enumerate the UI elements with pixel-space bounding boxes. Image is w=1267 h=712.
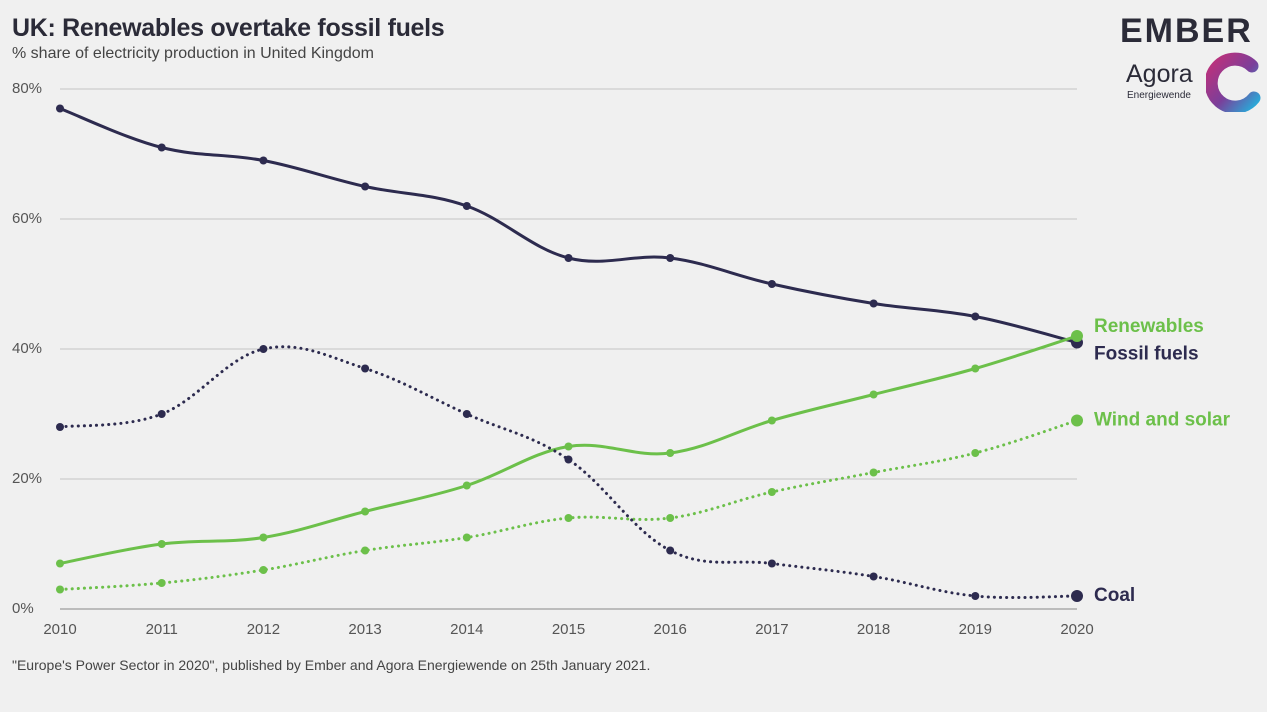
y-tick-label: 60% <box>12 210 42 227</box>
data-point-wind-and-solar <box>462 533 471 542</box>
x-tick-label: 2020 <box>1060 621 1093 638</box>
data-point-coal <box>869 572 878 581</box>
data-point-wind-and-solar <box>666 514 675 522</box>
data-point-wind-and-solar <box>971 449 980 457</box>
data-point-renewables <box>971 364 980 373</box>
x-tick-label: 2017 <box>755 621 788 638</box>
data-point-renewables <box>259 533 268 542</box>
x-tick-label: 2011 <box>146 621 178 638</box>
data-point-fossil-fuels <box>361 182 370 191</box>
data-point-coal <box>767 559 776 568</box>
series-line-coal <box>58 345 1079 600</box>
data-point-wind-and-solar <box>259 566 268 574</box>
data-point-fossil-fuels <box>157 143 166 152</box>
data-point-renewables <box>666 449 675 457</box>
source-note: "Europe's Power Sector in 2020", publish… <box>12 657 651 673</box>
data-point-coal <box>971 592 980 600</box>
data-point-coal <box>259 345 268 353</box>
data-point-coal <box>666 546 675 555</box>
agora-logo-text: Agora <box>1126 60 1193 88</box>
data-point-wind-and-solar <box>869 468 878 477</box>
series-line-fossil-fuels <box>58 107 1079 344</box>
data-point-renewables <box>564 442 573 451</box>
data-point-wind-and-solar <box>767 488 776 496</box>
data-point-coal <box>157 410 166 418</box>
data-point-fossil-fuels <box>259 156 268 165</box>
data-point-wind-and-solar <box>1071 414 1083 427</box>
y-tick-label: 0% <box>12 600 34 617</box>
agora-swirl-icon <box>1206 52 1261 112</box>
data-point-renewables <box>767 416 776 425</box>
data-point-renewables <box>361 507 370 516</box>
data-point-fossil-fuels <box>971 312 980 321</box>
y-tick-label: 20% <box>12 470 42 487</box>
data-point-coal <box>56 423 64 431</box>
data-point-renewables <box>56 559 64 568</box>
data-point-fossil-fuels <box>462 202 471 210</box>
data-point-wind-and-solar <box>361 546 370 555</box>
data-point-fossil-fuels <box>869 299 878 308</box>
x-tick-label: 2016 <box>654 621 687 638</box>
series-label-fossil-fuels: Fossil fuels <box>1094 344 1199 365</box>
data-point-fossil-fuels <box>767 280 776 288</box>
data-point-fossil-fuels <box>56 104 64 113</box>
y-tick-label: 40% <box>12 340 42 357</box>
data-point-wind-and-solar <box>564 514 573 522</box>
data-point-coal <box>462 410 471 418</box>
ember-logo: EMBER <box>1120 12 1253 50</box>
series-label-wind-and-solar: Wind and solar <box>1094 410 1231 431</box>
agora-logo-subtext: Energiewende <box>1127 90 1191 101</box>
data-point-renewables <box>869 390 878 399</box>
chart-subtitle: % share of electricity production in Uni… <box>12 45 374 62</box>
data-point-wind-and-solar <box>157 579 166 587</box>
x-tick-label: 2013 <box>348 621 381 638</box>
data-point-renewables <box>1071 330 1083 342</box>
series-label-renewables: Renewables <box>1094 316 1204 337</box>
data-point-fossil-fuels <box>564 254 573 262</box>
x-tick-label: 2010 <box>43 621 76 638</box>
data-point-wind-and-solar <box>56 585 64 594</box>
x-tick-label: 2018 <box>857 621 890 638</box>
x-tick-label: 2012 <box>247 621 280 638</box>
y-tick-label: 80% <box>12 80 42 97</box>
x-tick-label: 2019 <box>959 621 992 638</box>
data-point-coal <box>564 455 573 464</box>
data-point-coal <box>1071 590 1083 602</box>
x-tick-label: 2015 <box>552 621 585 638</box>
series-label-coal: Coal <box>1094 585 1135 606</box>
data-point-fossil-fuels <box>666 254 675 262</box>
data-point-renewables <box>462 481 471 490</box>
data-point-renewables <box>157 540 166 548</box>
x-tick-label: 2014 <box>450 621 483 638</box>
data-point-coal <box>361 364 370 373</box>
chart-title: UK: Renewables overtake fossil fuels <box>12 14 445 42</box>
